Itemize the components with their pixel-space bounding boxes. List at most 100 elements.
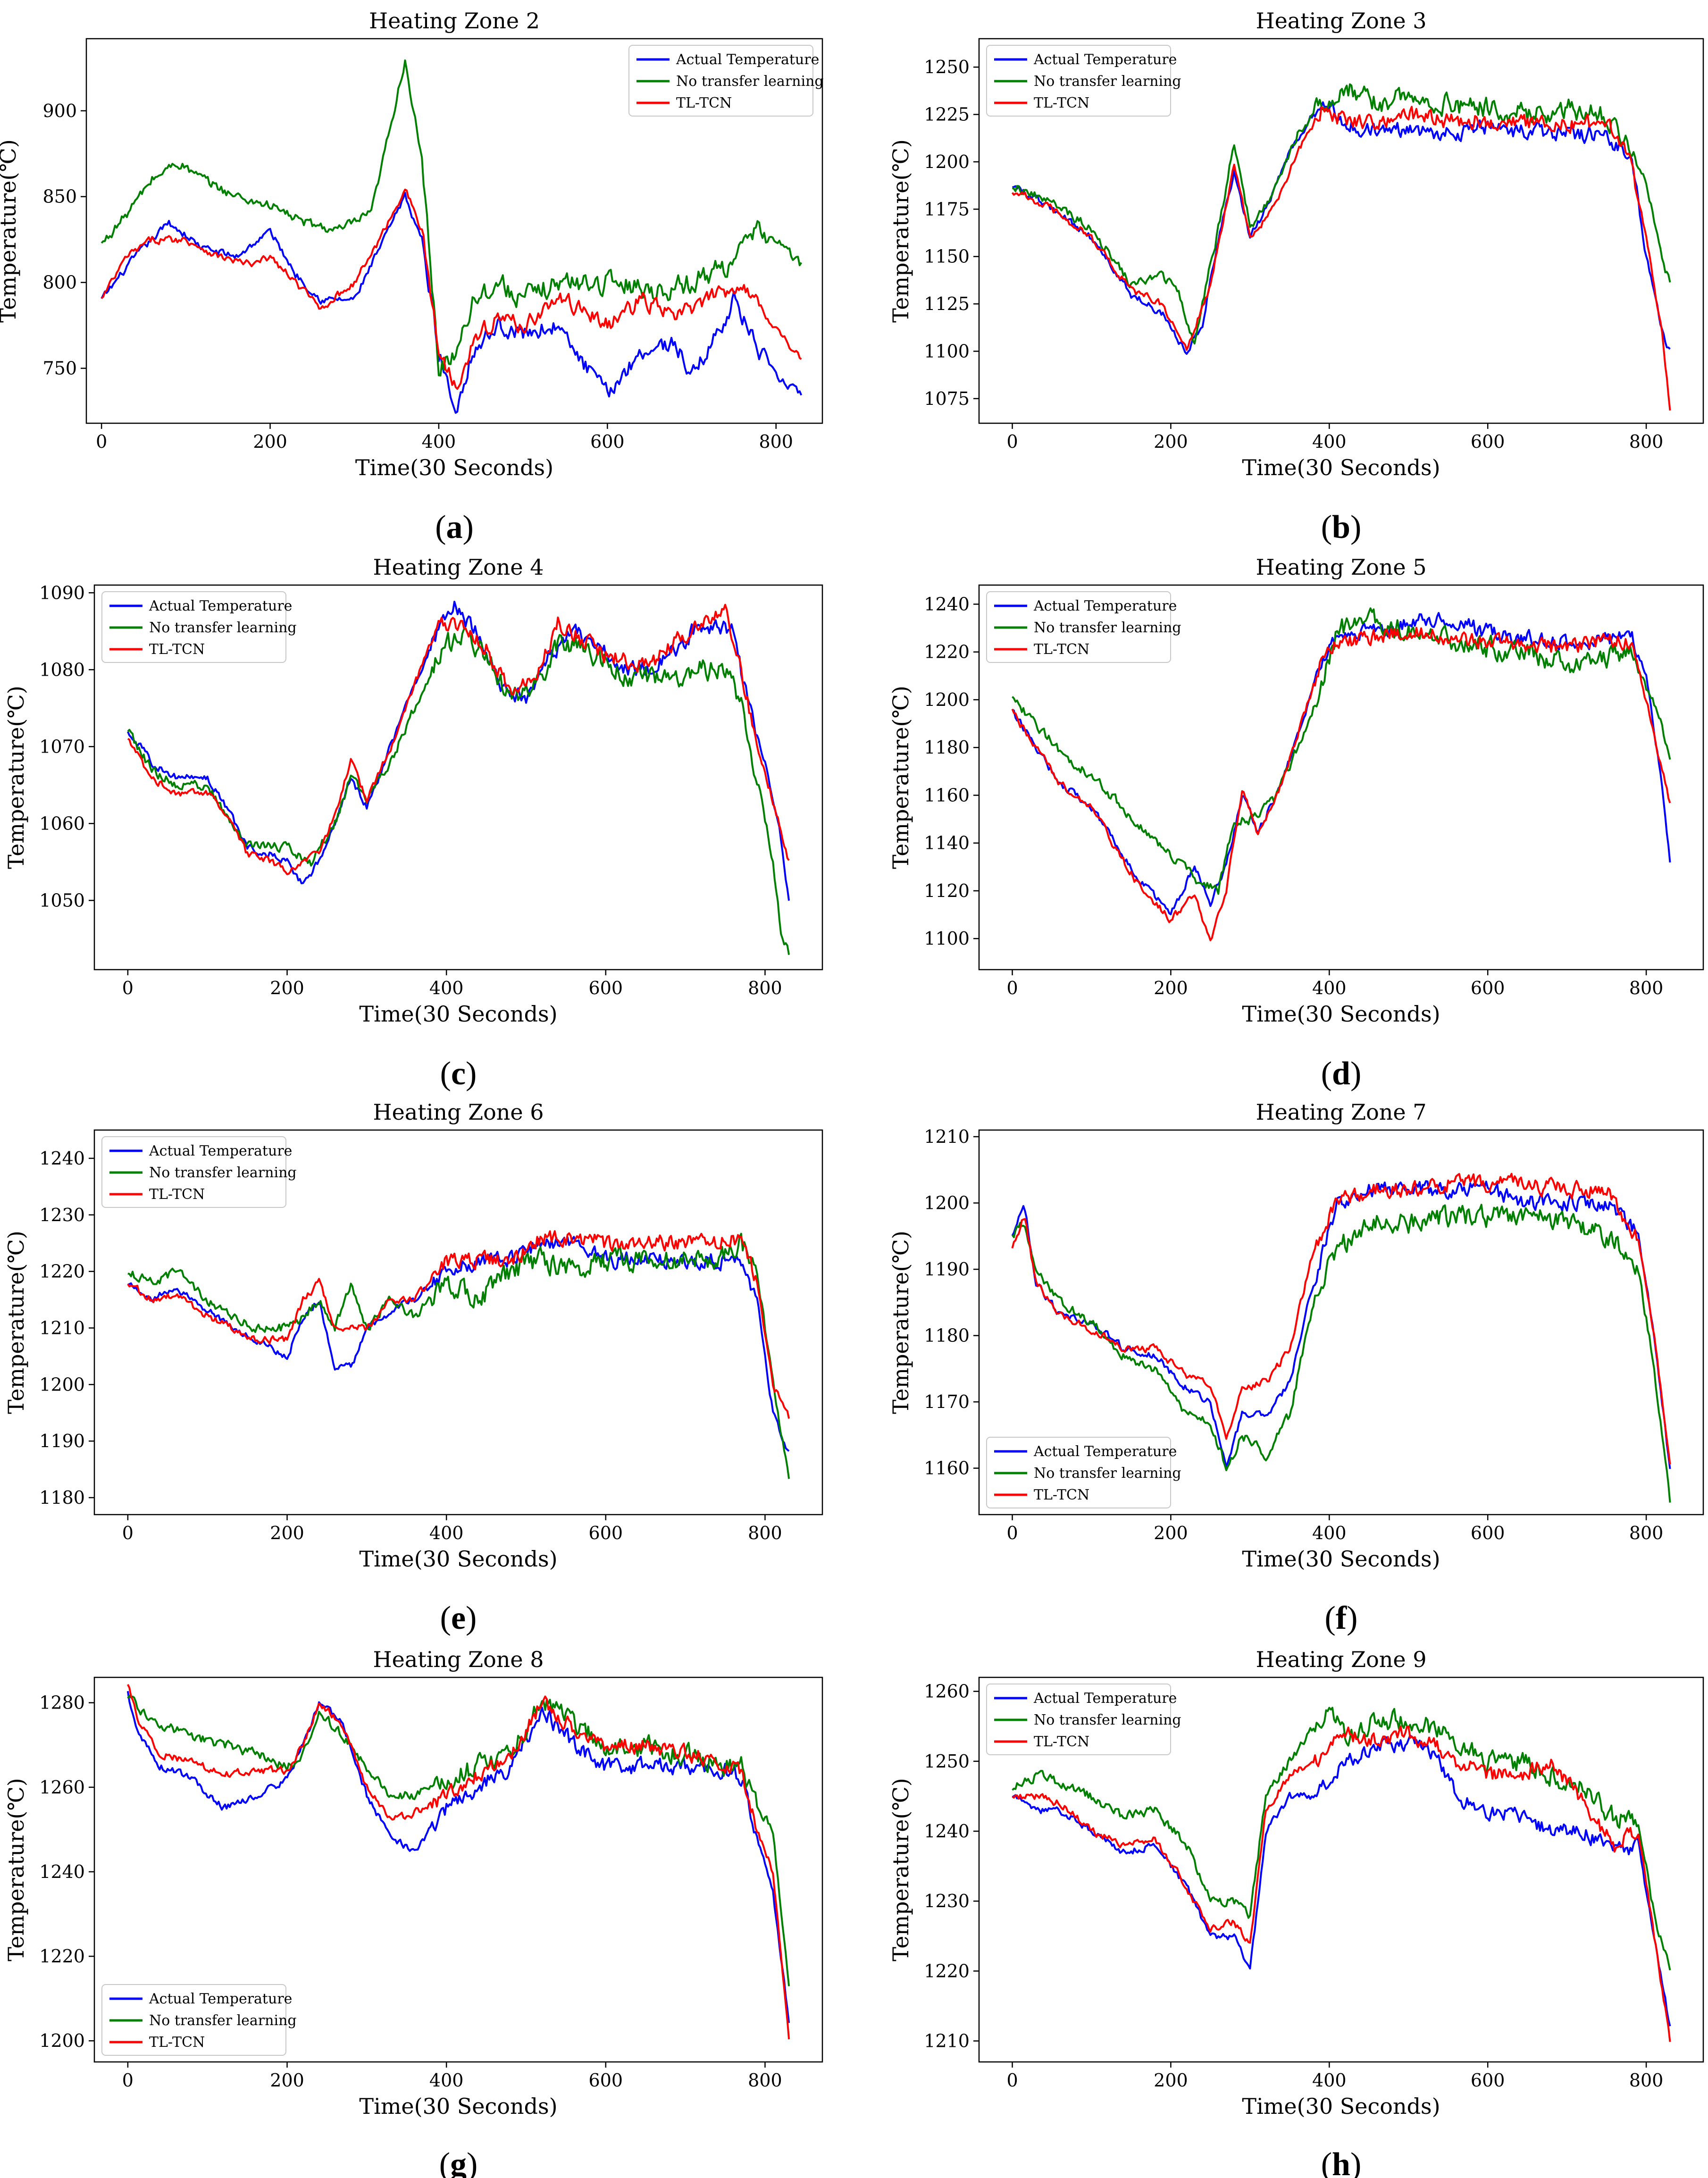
y-tick-label: 750 xyxy=(42,358,77,379)
x-tick-label: 600 xyxy=(590,431,625,452)
x-tick-label: 200 xyxy=(270,978,304,998)
chart-panel-b: Heating Zone 3 0 200 400 600 800 1075 1100 1125 1… xyxy=(888,8,1704,480)
chart-panel-f: Heating Zone 7 0 200 400 600 800 1160 1170 1180 1… xyxy=(888,1099,1704,1572)
legend-entry: Actual Temperature xyxy=(676,51,819,68)
series-line-actual-temperature xyxy=(100,192,803,414)
x-tick-label: 200 xyxy=(253,431,287,452)
series-line-no-transfer-learning xyxy=(1011,1204,1671,1503)
x-axis-label: Time(30 Seconds) xyxy=(1242,455,1440,480)
legend-entry: TL-TCN xyxy=(1034,1734,1089,1750)
y-tick-label: 900 xyxy=(42,101,77,121)
y-tick-label: 1060 xyxy=(39,813,85,834)
caption-paren-open: ( xyxy=(1325,1600,1336,1636)
legend: Actual Temperature No transfer learning TL… xyxy=(986,45,1181,117)
legend-entry: No transfer learning xyxy=(1034,73,1181,90)
y-tick-label: 1120 xyxy=(924,880,970,901)
panel-caption: (h) xyxy=(1321,2146,1362,2178)
x-tick-label: 800 xyxy=(1629,431,1664,452)
legend-entry: TL-TCN xyxy=(1034,1487,1089,1503)
panel-caption: (c) xyxy=(440,1055,477,1092)
chart-panel-c: Heating Zone 4 0 200 400 600 800 1050 1060 1070 1… xyxy=(3,554,823,1027)
series-line-tl-tcn xyxy=(1011,627,1671,941)
y-tick-label: 1210 xyxy=(39,1317,85,1338)
legend-box xyxy=(101,591,286,663)
x-tick-label: 800 xyxy=(1629,1523,1664,1543)
x-tick-label: 600 xyxy=(1471,978,1505,998)
legend-entry: Actual Temperature xyxy=(149,598,292,614)
plot-frame xyxy=(978,38,1704,424)
x-tick-label: 0 xyxy=(1006,431,1018,452)
y-tick-label: 1240 xyxy=(924,594,970,614)
x-tick-label: 800 xyxy=(759,431,793,452)
x-tick-label: 800 xyxy=(748,1523,782,1543)
series-line-actual-temperature xyxy=(127,601,790,901)
chart-title: Heating Zone 5 xyxy=(1256,554,1426,580)
legend-box xyxy=(986,1437,1171,1508)
x-tick-label: 0 xyxy=(122,1523,134,1543)
legend-entry: No transfer learning xyxy=(1034,1465,1181,1482)
y-tick-label: 1210 xyxy=(924,2031,970,2052)
caption-letter: d xyxy=(1332,1055,1350,1092)
y-tick-label: 1075 xyxy=(924,388,970,409)
series-line-tl-tcn xyxy=(1011,1173,1671,1465)
x-tick-label: 200 xyxy=(1154,978,1188,998)
plot-frame xyxy=(978,1676,1704,2063)
y-tick-label: 1200 xyxy=(39,1374,85,1395)
legend-entry: TL-TCN xyxy=(1034,641,1089,658)
panel-caption: (e) xyxy=(440,1600,477,1636)
chart-title: Heating Zone 4 xyxy=(373,554,544,580)
series-line-actual-temperature xyxy=(127,1236,790,1452)
x-tick-label: 600 xyxy=(1471,431,1505,452)
legend-entry: No transfer learning xyxy=(149,2012,297,2029)
x-tick-label: 800 xyxy=(1629,978,1664,998)
series-group xyxy=(100,59,803,414)
plot-frame xyxy=(93,1676,823,2063)
caption-paren-close: ) xyxy=(466,1055,477,1092)
x-tick-label: 400 xyxy=(1312,2070,1347,2091)
y-tick-label: 1050 xyxy=(39,890,85,911)
legend: Actual Temperature No transfer learning TL… xyxy=(101,1984,297,2056)
panel-caption: (d) xyxy=(1321,1055,1362,1092)
chart-panel-a: Heating Zone 2 0 200 400 600 800 750 800 850 900 T… xyxy=(0,8,824,480)
legend: Actual Temperature No transfer learning TL… xyxy=(986,1684,1181,1755)
caption-letter: f xyxy=(1336,1600,1347,1636)
chart-title: Heating Zone 7 xyxy=(1256,1099,1426,1125)
caption-paren-close: ) xyxy=(466,1600,477,1636)
y-tick-label: 1220 xyxy=(39,1261,85,1282)
y-tick-label: 1080 xyxy=(39,659,85,680)
chart-title: Heating Zone 2 xyxy=(369,8,540,34)
legend-entry: TL-TCN xyxy=(149,2034,205,2051)
caption-paren-open: ( xyxy=(439,2146,450,2178)
y-axis-label: Temperature(℃) xyxy=(3,1231,29,1414)
series-group xyxy=(126,1684,790,2040)
y-axis-label: Temperature(℃) xyxy=(888,1778,913,1961)
y-axis-label: Temperature(℃) xyxy=(888,139,913,323)
legend: Actual Temperature No transfer learning TL… xyxy=(628,45,824,117)
x-tick-label: 0 xyxy=(122,2070,134,2091)
caption-letter: g xyxy=(450,2146,467,2178)
legend-box xyxy=(628,45,813,117)
legend-entry: No transfer learning xyxy=(149,1164,297,1181)
y-tick-label: 1250 xyxy=(924,1751,970,1772)
caption-paren-close: ) xyxy=(463,509,474,545)
y-tick-label: 1200 xyxy=(924,1193,970,1214)
series-line-tl-tcn xyxy=(1012,1725,1671,2042)
y-tick-label: 1190 xyxy=(924,1259,970,1280)
y-tick-label: 1240 xyxy=(39,1148,85,1169)
caption-paren-open: ( xyxy=(1321,509,1332,545)
x-tick-label: 400 xyxy=(1312,1523,1347,1543)
y-axis-label: Temperature(℃) xyxy=(888,686,913,869)
x-axis-label: Time(30 Seconds) xyxy=(359,2094,557,2119)
series-line-tl-tcn xyxy=(127,1230,790,1419)
x-tick-label: 400 xyxy=(429,1523,464,1543)
series-line-tl-tcn xyxy=(127,1684,790,2040)
x-tick-label: 600 xyxy=(589,2070,623,2091)
plot-frame xyxy=(978,1129,1704,1516)
y-tick-label: 1200 xyxy=(39,2030,85,2051)
series-group xyxy=(1011,607,1671,941)
x-tick-label: 200 xyxy=(1154,2070,1188,2091)
plot-frame xyxy=(978,584,1704,971)
x-axis-label: Time(30 Seconds) xyxy=(1242,1546,1440,1572)
legend-entry: Actual Temperature xyxy=(1033,51,1177,68)
x-tick-label: 600 xyxy=(589,978,623,998)
